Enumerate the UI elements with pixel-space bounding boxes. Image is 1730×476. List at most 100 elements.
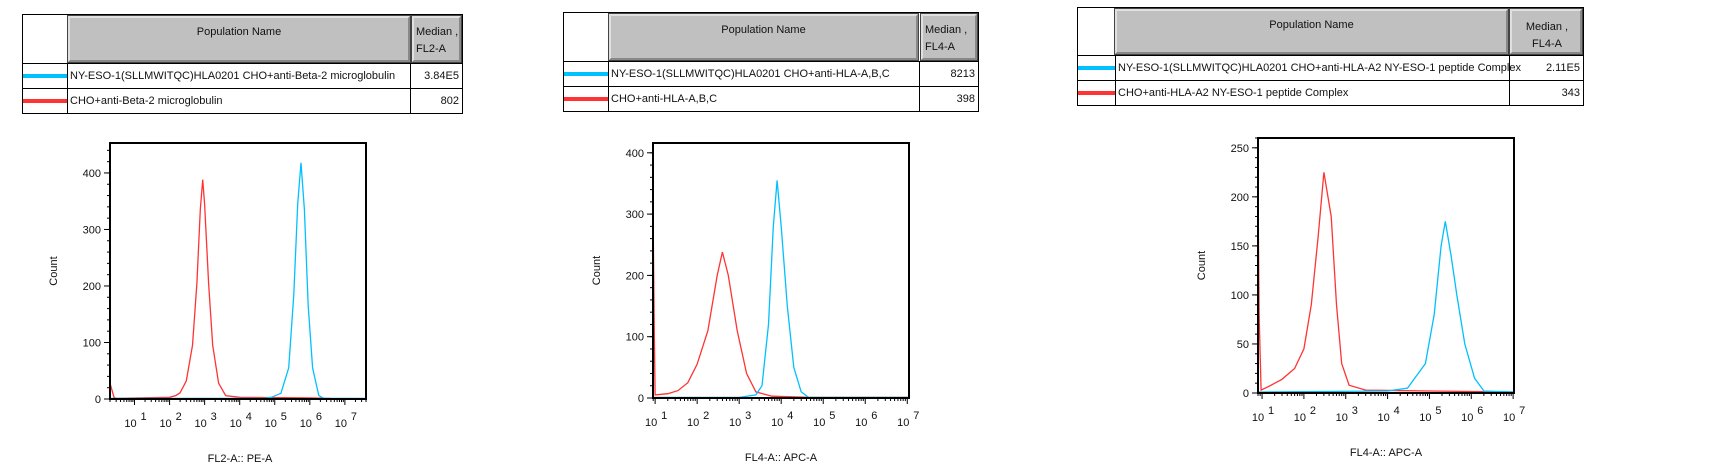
- y-tick-label: 100: [626, 332, 644, 344]
- y-tick-label: 300: [83, 224, 101, 236]
- x-tick-label: 10: [124, 418, 136, 430]
- header-median-line2: FL2-A: [416, 43, 446, 55]
- x-axis-label: FL4-A:: APC-A: [1350, 447, 1423, 459]
- x-tick-label: 10: [335, 418, 347, 430]
- x-tick-label: 10: [1461, 412, 1473, 424]
- y-tick-label: 250: [1231, 143, 1249, 155]
- x-tick-exponent: 6: [871, 410, 877, 422]
- x-tick-label: 10: [897, 417, 909, 429]
- y-tick-label: 150: [1231, 241, 1249, 253]
- header-median-line1: Median , FL4-A: [1525, 21, 1569, 50]
- x-tick-exponent: 4: [246, 411, 252, 423]
- histogram-red-series: [652, 226, 909, 399]
- header-population-name: Population Name: [1114, 8, 1509, 55]
- y-tick-label: 50: [1237, 339, 1249, 351]
- x-tick-label: 10: [1419, 412, 1431, 424]
- y-tick-label: 100: [1231, 290, 1249, 302]
- population-name: CHO+anti-HLA-A,B,C: [608, 87, 920, 112]
- histogram-cyan-series: [653, 180, 909, 399]
- plot-frame: [1257, 137, 1515, 394]
- color-swatch-red: [564, 97, 608, 101]
- population-name: NY-ESO-1(SLLMWITQC)HLA0201 CHO+anti-HLA-…: [1115, 56, 1521, 81]
- population-table-3: Population Name Median , FL4-A NY-ESO-1(…: [1077, 7, 1584, 106]
- histogram-cyan-series: [110, 162, 366, 400]
- x-tick-exponent: 6: [316, 411, 322, 423]
- header-median: Median , FL4-A: [1509, 8, 1583, 55]
- x-tick-label: 10: [159, 418, 171, 430]
- x-tick-label: 10: [729, 417, 741, 429]
- y-tick-label: 0: [1243, 388, 1249, 400]
- y-tick-label: 0: [638, 393, 644, 405]
- histogram-chart-3: 0 50 100 150 200 250 10 1 10 2 10 3 10 4 10 5 10 6 10 7 FL4-…: [1196, 137, 1525, 459]
- color-swatch-cyan: [1078, 66, 1115, 70]
- header-population-name: Population Name: [608, 13, 919, 61]
- x-tick-exponent: 1: [661, 410, 667, 422]
- x-tick-exponent: 7: [1519, 405, 1525, 417]
- y-tick-label: 200: [626, 270, 644, 282]
- x-tick-exponent: 7: [351, 411, 357, 423]
- y-tick-label: 0: [95, 394, 101, 406]
- median-value: 2.11E5: [1509, 56, 1583, 81]
- header-median-line1: Median ,: [416, 26, 459, 38]
- y-axis-label: Count: [48, 256, 60, 285]
- x-tick-label: 10: [300, 418, 312, 430]
- x-tick-exponent: 2: [1310, 405, 1316, 417]
- median-value: 802: [410, 89, 462, 114]
- x-tick-label: 10: [645, 417, 657, 429]
- histogram-chart-2: 0 100 200 300 400 10 1 10 2 10 3 10 4 10 5 10 6 10 7 FL4-A:…: [591, 142, 919, 464]
- x-tick-label: 10: [1503, 412, 1515, 424]
- table-row: CHO+anti-HLA-A2 NY-ESO-1 peptide Complex…: [1078, 80, 1583, 106]
- header-population-name: Population Name: [67, 15, 411, 63]
- header-median: Median , FL2-A: [411, 15, 462, 63]
- population-name: CHO+anti-Beta-2 microglobulin: [67, 89, 411, 114]
- histogram-cyan-series: [1257, 221, 1515, 393]
- x-tick-exponent: 5: [1435, 405, 1441, 417]
- header-median-line1: Median ,: [925, 24, 968, 36]
- table-row: NY-ESO-1(SLLMWITQC)HLA0201 CHO+anti-HLA-…: [564, 61, 978, 87]
- x-tick-exponent: 2: [703, 410, 709, 422]
- x-tick-exponent: 3: [1352, 405, 1358, 417]
- plot-frame: [652, 142, 910, 399]
- y-tick-label: 200: [83, 281, 101, 293]
- x-tick-label: 10: [1252, 412, 1264, 424]
- histogram-red-series: [109, 179, 331, 400]
- table-row: CHO+anti-HLA-A,B,C 398: [564, 86, 978, 112]
- y-tick-label: 100: [83, 337, 101, 349]
- median-value: 8213: [919, 62, 978, 87]
- color-swatch-cyan: [564, 72, 608, 76]
- y-axis-label: Count: [1196, 251, 1208, 280]
- x-tick-label: 10: [771, 417, 783, 429]
- x-axis-label: FL4-A:: APC-A: [745, 452, 818, 464]
- x-tick-exponent: 3: [745, 410, 751, 422]
- x-tick-label: 10: [265, 418, 277, 430]
- x-tick-label: 10: [1377, 412, 1389, 424]
- y-tick-label: 400: [83, 168, 101, 180]
- population-table-2: Population Name Median , FL4-A NY-ESO-1(…: [563, 12, 979, 112]
- population-name: NY-ESO-1(SLLMWITQC)HLA0201 CHO+anti-HLA-…: [608, 62, 920, 87]
- x-tick-exponent: 4: [787, 410, 793, 422]
- population-table-1: Population Name Median , FL2-A NY-ESO-1(…: [22, 14, 463, 114]
- x-tick-exponent: 1: [141, 411, 147, 423]
- plot-frame: [109, 142, 367, 400]
- color-swatch-red: [1078, 91, 1115, 95]
- table-row: NY-ESO-1(SLLMWITQC)HLA0201 CHO+anti-HLA-…: [1078, 55, 1583, 81]
- y-tick-label: 200: [1231, 192, 1249, 204]
- histogram-chart-1: 0 100 200 300 400 10 1 10 2 10 3 10 4 10 5 10 6 10 7 FL2-A:…: [48, 142, 367, 465]
- header-median-line2: FL4-A: [925, 41, 955, 53]
- x-tick-exponent: 5: [829, 410, 835, 422]
- x-tick-exponent: 3: [211, 411, 217, 423]
- header-median: Median , FL4-A: [920, 13, 978, 61]
- x-tick-label: 10: [687, 417, 699, 429]
- color-swatch-red: [23, 99, 67, 103]
- x-tick-label: 10: [1294, 412, 1306, 424]
- median-value: 3.84E5: [410, 64, 462, 89]
- population-name: NY-ESO-1(SLLMWITQC)HLA0201 CHO+anti-Beta…: [67, 64, 411, 89]
- x-tick-exponent: 1: [1268, 405, 1274, 417]
- table-row: CHO+anti-Beta-2 microglobulin 802: [23, 88, 462, 114]
- x-axis-label: FL2-A:: PE-A: [208, 453, 273, 465]
- x-tick-label: 10: [195, 418, 207, 430]
- y-axis-label: Count: [591, 256, 603, 285]
- x-tick-exponent: 2: [176, 411, 182, 423]
- population-name: CHO+anti-HLA-A2 NY-ESO-1 peptide Complex: [1115, 81, 1509, 106]
- histogram-red-series: [1257, 172, 1515, 393]
